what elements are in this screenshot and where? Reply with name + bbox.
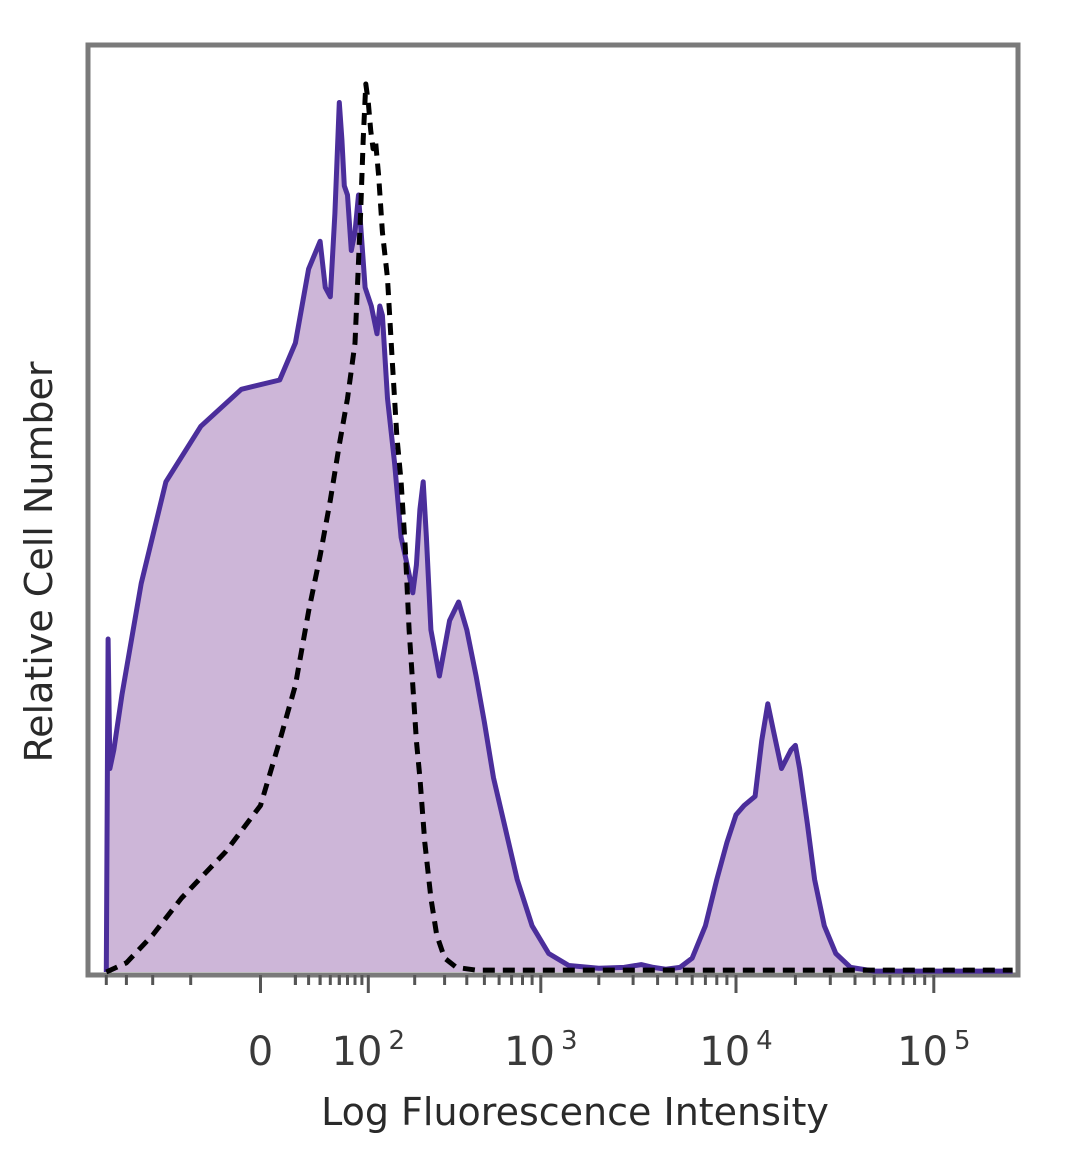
y-axis-title: Relative Cell Number <box>17 361 61 762</box>
x-axis-title: Log Fluorescence Intensity <box>321 1090 829 1134</box>
control-histogram-line <box>105 81 1013 975</box>
series-layer <box>103 81 1013 975</box>
x-tick-label: 10 5 <box>897 1026 970 1075</box>
stained-histogram-line <box>103 100 1013 974</box>
x-ticks: 0 10 2 10 3 10 4 10 5 <box>104 975 971 1075</box>
x-tick-label: 10 3 <box>504 1026 577 1075</box>
x-tick-label: 10 2 <box>332 1026 405 1075</box>
x-tick-label: 10 4 <box>699 1026 772 1075</box>
stained-histogram-fill <box>106 102 1013 972</box>
x-tick-label: 0 <box>248 1029 273 1075</box>
